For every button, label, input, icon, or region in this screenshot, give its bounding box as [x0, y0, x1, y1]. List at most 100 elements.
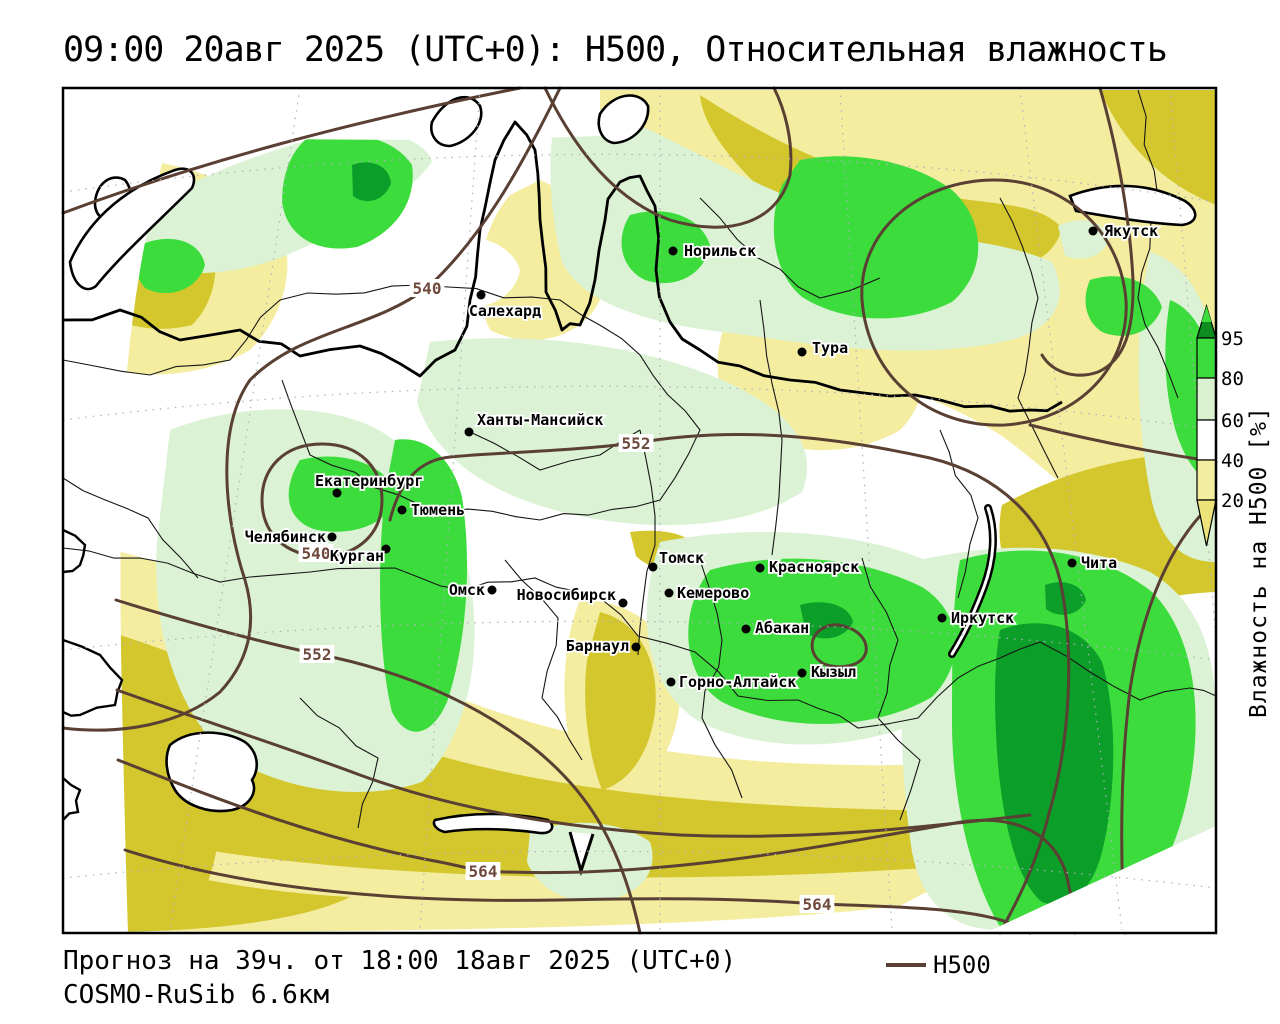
colorbar-segment: [1196, 419, 1217, 461]
humidity-field: [63, 88, 1216, 933]
contour-label: 564: [803, 895, 832, 914]
city-label: Барнаул: [566, 637, 629, 655]
contour-labels: 540 540 552 552 564 564: [298, 279, 835, 914]
contour-label-box: [298, 544, 334, 562]
region-border: [759, 299, 783, 556]
lake: [165, 731, 259, 813]
h500-contours: [61, 86, 1218, 935]
h500-contour: [114, 598, 642, 935]
colorbar-top-tip: [1201, 306, 1212, 322]
h500-contour: [123, 848, 1032, 935]
graticule: [62, 87, 1217, 931]
contour-legend: H500: [886, 950, 991, 980]
colorbar-bottom-triangle: [1196, 499, 1217, 547]
forecast-caption: Прогноз на 39ч. от 18:00 18авг 2025 (UTC…: [63, 946, 737, 976]
city-marker: [1067, 558, 1077, 568]
colorbar-segment: [1196, 377, 1217, 421]
h500-line-sample: [886, 963, 926, 967]
arctic-coastline: [62, 120, 1063, 413]
lake: [432, 812, 554, 835]
parallel-line: [62, 850, 1217, 889]
region-border: [504, 559, 583, 761]
region-border: [62, 299, 281, 376]
region-border: [1137, 89, 1179, 399]
colorbar-tick-label: 40: [1221, 450, 1244, 472]
city-marker: [664, 588, 674, 598]
colorbar: 95 80 60 40 20: [1196, 303, 1244, 547]
city-label: Красноярск: [769, 558, 859, 576]
city-label: Ханты-Мансийск: [477, 411, 603, 429]
region-border: [999, 197, 1059, 479]
city-markers: Салехард Норильск Якутск Тура Ханты-Мансийск…: [243, 220, 1160, 693]
city-marker: [397, 505, 407, 515]
h500-contour: [115, 688, 1032, 838]
colorbar-tick-label: 95: [1221, 328, 1244, 350]
city-marker: [666, 677, 676, 687]
region-border: [699, 559, 743, 799]
model-caption: COSMO-RuSib 6.6км: [63, 980, 330, 1010]
contour-label-box: [409, 279, 445, 297]
humidity-patch: [995, 623, 1114, 905]
region-border: [1039, 641, 1217, 701]
city-marker: [668, 246, 678, 256]
humidity-patch: [585, 612, 656, 790]
region-border: [939, 429, 979, 599]
city-label: Салехард: [469, 302, 541, 320]
contour-label: 540: [302, 544, 331, 563]
parallel-line: [62, 153, 1217, 203]
colorbar-segment: [1196, 337, 1217, 379]
contour-label: 564: [469, 862, 498, 881]
city-label: Курган: [330, 547, 384, 565]
colorbar-tick-label: 60: [1221, 410, 1244, 432]
contour-label-box: [465, 862, 501, 880]
city-marker: [741, 624, 751, 634]
humidity-patch: [63, 842, 350, 932]
h500-contour: [810, 623, 868, 669]
city-marker: [648, 562, 658, 572]
humidity-patch: [1045, 582, 1086, 615]
city-label: Томск: [659, 549, 704, 567]
humidity-patch: [282, 134, 413, 249]
domain-edge-wedge: [985, 826, 1216, 933]
contour-label-box: [799, 895, 835, 913]
city-marker: [631, 642, 641, 652]
h500-contour: [61, 86, 522, 215]
h500-contour: [388, 432, 1071, 935]
region-border: [877, 717, 921, 821]
city-label: Чита: [1081, 554, 1117, 572]
h500-contour: [1120, 498, 1218, 935]
colorbar-segment: [1196, 459, 1217, 501]
island: [597, 94, 650, 145]
city-label: Тюмень: [411, 501, 465, 519]
humidity-patch: [1085, 276, 1162, 336]
humidity-patch: [352, 162, 391, 202]
city-marker: [755, 563, 765, 573]
border-segment: [62, 777, 82, 821]
lake-baikal-inner: [950, 506, 995, 656]
region-border: [637, 429, 656, 656]
city-marker: [937, 613, 947, 623]
h500-contour: [543, 86, 793, 229]
region-border: [861, 557, 899, 719]
parallel-line: [62, 620, 1217, 661]
border-segment: [62, 638, 124, 717]
region-border: [62, 477, 199, 579]
city-marker: [797, 668, 807, 678]
contour-label-box: [618, 434, 654, 452]
humidity-patch: [63, 88, 178, 933]
region-border: [699, 197, 881, 299]
city-marker: [327, 532, 337, 542]
city-label: Якутск: [1104, 222, 1158, 240]
city-label: Тура: [812, 339, 848, 357]
city-marker: [332, 488, 342, 498]
city-marker: [797, 347, 807, 357]
humidity-patch: [288, 456, 397, 532]
city-label: Кемерово: [677, 584, 749, 602]
colorbar-title: Влажность на H500 [%]: [1246, 406, 1272, 718]
humidity-patch: [527, 822, 653, 902]
city-label: Горно-Алтайск: [679, 673, 796, 691]
humidity-patch: [621, 211, 710, 284]
h500-contour: [860, 178, 1128, 427]
contour-label-box: [299, 645, 335, 663]
